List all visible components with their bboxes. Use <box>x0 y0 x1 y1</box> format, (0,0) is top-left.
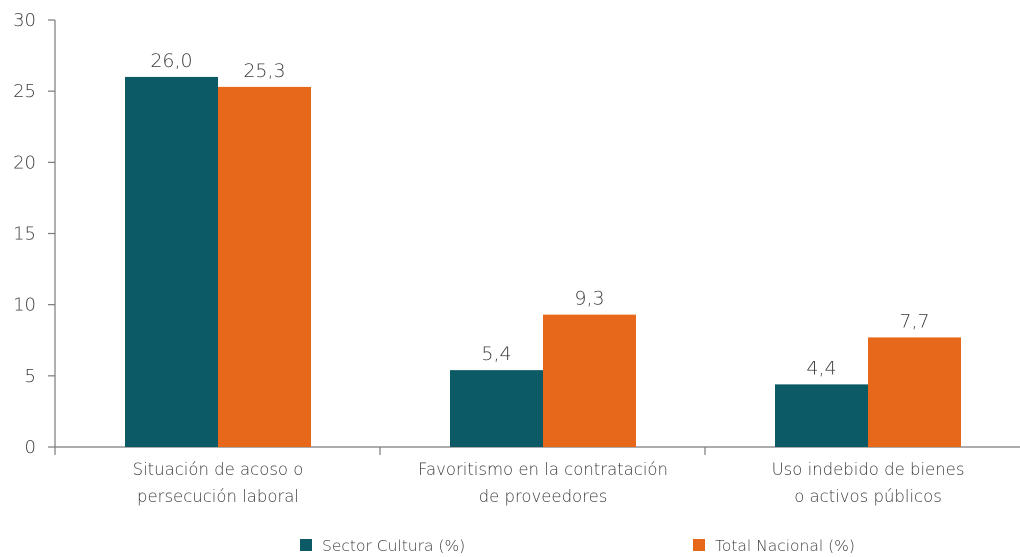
data-label: 25,3 <box>243 60 285 82</box>
legend-swatch <box>693 539 705 551</box>
data-label: 4,4 <box>806 357 836 379</box>
bar-sector-cultura <box>125 76 218 447</box>
data-label: 26,0 <box>150 50 192 72</box>
category-label: Uso indebido de bienes <box>772 460 965 479</box>
category-label: de proveedores <box>479 487 608 506</box>
y-tick-label: 25 <box>13 81 36 102</box>
y-axis: 0 5 10 15 20 25 30 <box>13 10 56 458</box>
data-labels: 26,0 5,4 4,4 25,3 9,3 7,7 <box>150 50 929 379</box>
bar-sector-cultura <box>450 370 543 447</box>
category-labels: Situación de acoso o persecución laboral F… <box>133 460 965 506</box>
y-tick-label: 0 <box>25 437 36 458</box>
category-label: Favoritismo en la contratación <box>418 460 668 479</box>
y-tick-label: 15 <box>13 224 36 245</box>
bars <box>125 76 961 447</box>
y-tick-label: 10 <box>13 295 36 316</box>
data-label: 5,4 <box>481 343 511 365</box>
bar-total-nacional <box>543 314 636 447</box>
category-label: o activos públicos <box>794 487 942 506</box>
x-axis <box>54 446 1020 455</box>
data-label: 7,7 <box>899 310 929 332</box>
category-label: Situación de acoso o <box>133 460 304 479</box>
category-label: persecución laboral <box>137 487 299 506</box>
legend-label: Sector Cultura (%) <box>322 537 465 555</box>
data-label: 9,3 <box>574 288 604 310</box>
bar-total-nacional <box>868 337 961 447</box>
legend-swatch <box>300 539 312 551</box>
y-tick-label: 30 <box>13 10 36 31</box>
y-tick-label: 20 <box>13 152 36 173</box>
legend-label: Total Nacional (%) <box>715 537 855 555</box>
y-tick-label: 5 <box>25 366 36 387</box>
bar-sector-cultura <box>775 384 868 447</box>
legend: Sector Cultura (%) Total Nacional (%) <box>300 537 855 555</box>
bar-total-nacional <box>218 86 311 447</box>
